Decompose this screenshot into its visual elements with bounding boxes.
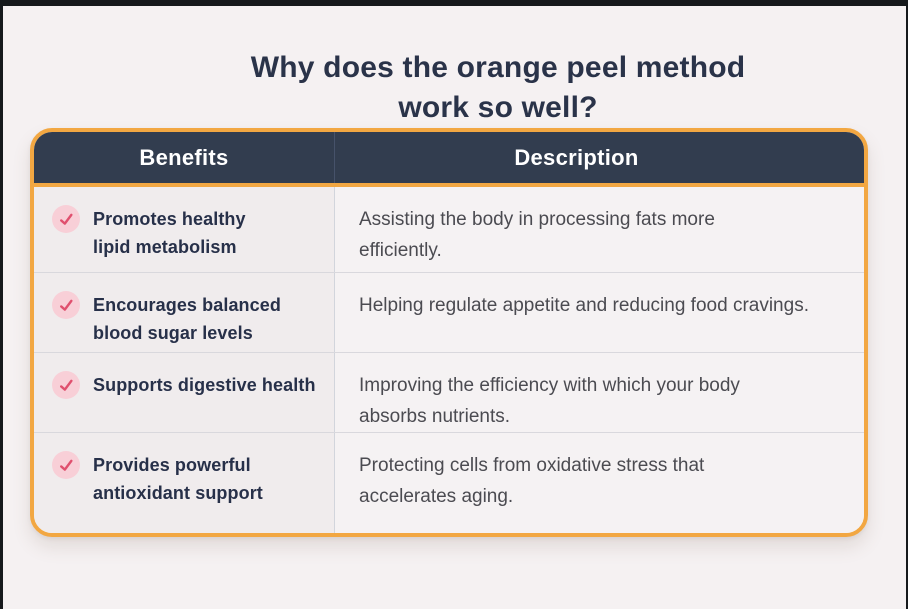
top-edge-bar [0,0,908,6]
description-cell: Helping regulate appetite and reducing f… [335,273,864,352]
table-body: Promotes healthy lipid metabolism Assist… [34,187,864,533]
table-row: Encourages balanced blood sugar levels H… [34,272,864,352]
benefit-label: Supports digestive health [93,375,316,395]
table-row: Provides powerful antioxidant support Pr… [34,432,864,533]
page-title: Why does the orange peel method work so … [250,51,746,125]
description-cell: Assisting the body in processing fats mo… [335,187,864,272]
benefit-cell: Provides powerful antioxidant support [34,433,335,533]
benefit-cell: Promotes healthy lipid metabolism [34,187,335,272]
table-header-row: Benefits Description [34,132,864,187]
check-icon [52,291,80,319]
header-cell-benefits: Benefits [34,132,335,183]
check-icon [52,451,80,479]
description-text: Assisting the body in processing fats mo… [359,209,715,261]
table-row: Promotes healthy lipid metabolism Assist… [34,187,864,272]
benefit-label: Promotes healthy lipid metabolism [93,209,246,257]
description-text: Protecting cells from oxidative stress t… [359,455,705,507]
header-cell-description: Description [514,144,639,170]
benefit-label: Encourages balanced blood sugar levels [93,295,281,343]
check-icon [52,371,80,399]
description-text: Helping regulate appetite and reducing f… [359,295,809,316]
check-icon [52,205,80,233]
description-cell: Improving the efficiency with which your… [335,353,864,432]
left-edge-bar [0,0,3,609]
right-edge-bar [906,0,908,609]
description-text: Improving the efficiency with which your… [359,375,740,427]
benefit-cell: Supports digestive health [34,353,335,432]
table-row: Supports digestive health Improving the … [34,352,864,432]
benefit-label: Provides powerful antioxidant support [93,455,263,503]
benefit-cell: Encourages balanced blood sugar levels [34,273,335,352]
benefits-table-card: Benefits Description Promotes healthy li… [30,128,868,537]
description-cell: Protecting cells from oxidative stress t… [335,433,864,533]
